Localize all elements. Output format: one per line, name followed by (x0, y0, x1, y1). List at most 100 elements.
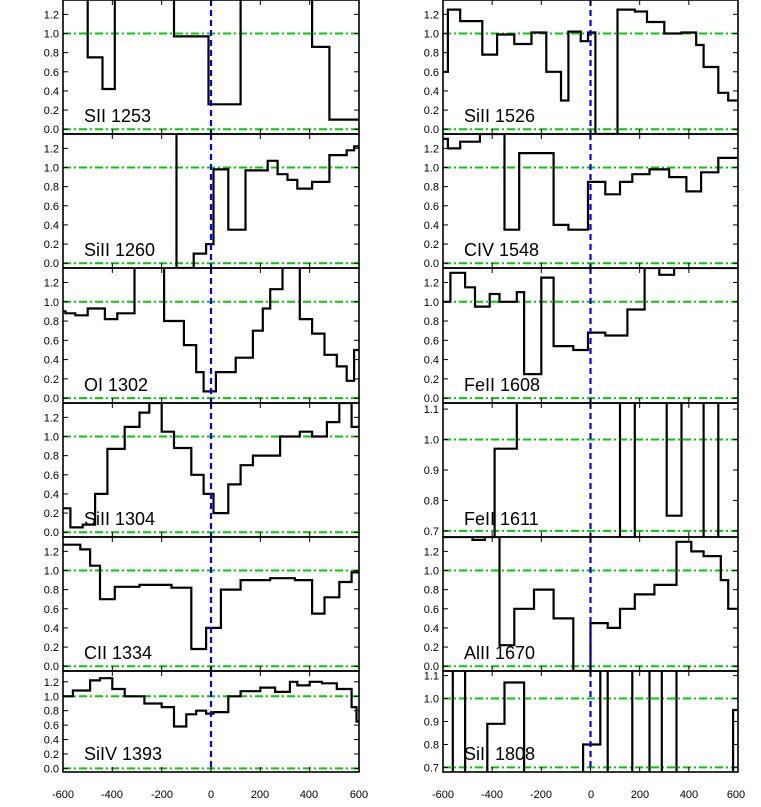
y-tick-label: 0.9 (424, 465, 439, 477)
panel-label: SiII 1526 (464, 106, 535, 126)
y-tick-label: 0.6 (424, 604, 439, 616)
x-tick-label: -400 (481, 789, 503, 801)
y-tick-label: 0.7 (424, 762, 439, 774)
spectrum-panel: 0.0 0.2 0.4 0.6 0.8 1.0 1.2 SII 1253 (44, 0, 360, 136)
x-tick-label: 600 (350, 789, 368, 801)
y-tick-label: 0.8 (424, 739, 439, 751)
spectrum-line (63, 403, 359, 529)
spectrum-panel: 0.0 0.2 0.4 0.6 0.8 1.0 1.2 SiII 1526 (424, 0, 739, 136)
y-tick-label: 0.8 (44, 706, 59, 718)
y-tick-label: 1.2 (44, 9, 59, 21)
spectrum-panel: 0.0 0.2 0.4 0.6 0.8 1.0 1.2 SiII 1304 (44, 402, 360, 539)
y-tick-label: 0.4 (44, 355, 59, 367)
x-tick-label: -600 (432, 789, 454, 801)
y-tick-label: 1.0 (424, 297, 439, 309)
y-tick-label: 0.8 (424, 182, 439, 194)
y-tick-label: 1.2 (44, 143, 59, 155)
y-tick-label: 1.2 (424, 143, 439, 155)
panel-label: CIV 1548 (464, 240, 539, 260)
y-tick-label: 0.0 (424, 393, 439, 405)
y-tick-label: 1.0 (424, 435, 439, 447)
y-tick-label: 0.6 (424, 335, 439, 347)
y-tick-label: 0.6 (44, 201, 59, 213)
y-tick-label: 0.6 (44, 720, 59, 732)
y-tick-label: 1.0 (44, 432, 59, 444)
y-tick-label: 0.4 (424, 623, 439, 635)
y-tick-label: 1.0 (44, 566, 59, 578)
y-tick-label: 1.1 (424, 671, 439, 683)
y-tick-label: 1.0 (44, 691, 59, 703)
panel-label: CII 1334 (84, 643, 152, 663)
y-tick-label: 0.2 (424, 374, 439, 386)
y-tick-label: 1.0 (424, 694, 439, 706)
spectrum-line (86, 0, 359, 121)
x-tick-label: -600 (52, 789, 74, 801)
y-tick-label: 0.8 (44, 182, 59, 194)
panel-label: AlII 1670 (464, 643, 535, 663)
y-tick-label: 1.0 (424, 566, 439, 578)
panel-label: SII 1253 (84, 106, 151, 126)
y-tick-label: 1.2 (424, 546, 439, 558)
spectrum-line (443, 537, 738, 671)
x-tick-label: 400 (680, 789, 698, 801)
y-tick-label: 0.0 (44, 527, 59, 539)
y-tick-label: 1.1 (424, 404, 439, 416)
panel-label: SiII 1260 (84, 240, 155, 260)
y-tick-label: 0.2 (44, 508, 59, 520)
y-tick-label: 0.2 (44, 642, 59, 654)
y-tick-label: 1.0 (44, 163, 59, 175)
x-axis-left: -600 -400 -200 0 200 400 600 (52, 789, 368, 801)
panel-label: OI 1302 (84, 375, 148, 395)
panel-label: SiIV 1393 (84, 744, 162, 764)
y-tick-label: 0.6 (44, 67, 59, 79)
y-tick-label: 0.8 (424, 585, 439, 597)
y-tick-label: 0.6 (424, 201, 439, 213)
y-tick-label: 0.4 (44, 623, 59, 635)
y-tick-label: 0.8 (44, 316, 59, 328)
y-tick-label: 0.6 (44, 470, 59, 482)
panel-label: FeII 1611 (464, 509, 539, 529)
y-tick-label: 0.2 (44, 239, 59, 251)
y-tick-label: 0.4 (44, 220, 59, 232)
y-tick-label: 1.2 (44, 412, 59, 424)
y-tick-label: 0.2 (44, 749, 59, 761)
y-tick-label: 1.0 (44, 297, 59, 309)
y-tick-label: 1.2 (44, 277, 59, 289)
spectrum-line (443, 134, 738, 231)
spectrum-panel: 0.7 0.8 0.9 1.0 1.1 FeII 1611 (424, 402, 739, 538)
y-tick-label: 0.8 (44, 585, 59, 597)
spectrum-line (175, 134, 359, 268)
x-tick-label: 0 (208, 789, 214, 801)
y-tick-label: 1.0 (424, 29, 439, 41)
y-tick-label: 0.2 (44, 105, 59, 117)
spectrum-line (63, 268, 359, 393)
y-tick-label: 0.0 (44, 258, 59, 270)
y-tick-label: 0.6 (44, 604, 59, 616)
y-tick-label: 1.2 (44, 546, 59, 558)
y-tick-label: 0.8 (424, 48, 439, 60)
y-tick-label: 0.0 (424, 124, 439, 136)
y-tick-label: 1.2 (44, 677, 59, 689)
y-tick-label: 0.2 (44, 374, 59, 386)
x-tick-label: 0 (588, 789, 594, 801)
y-tick-label: 0.0 (44, 393, 59, 405)
x-tick-label: 200 (251, 789, 269, 801)
spectrum-panel: 0.0 0.2 0.4 0.6 0.8 1.0 1.2 CII 1334 (44, 536, 360, 673)
y-tick-label: 0.0 (424, 258, 439, 270)
y-tick-label: 0.4 (44, 86, 59, 98)
y-tick-label: 0.0 (44, 661, 59, 673)
y-tick-label: 0.2 (424, 642, 439, 654)
spectrum-panel: 0.0 0.2 0.4 0.6 0.8 1.0 1.2 SiII 1260 (44, 133, 360, 270)
spectrum-line (443, 268, 738, 376)
y-tick-label: 0.2 (424, 239, 439, 251)
spectrum-panel: 0.7 0.8 0.9 1.0 1.1 SiII 1808 (424, 670, 739, 774)
spectrum-panel: 0.0 0.2 0.4 0.6 0.8 1.0 1.2 FeII 1608 (424, 267, 739, 405)
spectrum-line (443, 8, 738, 134)
y-tick-label: 1.0 (44, 29, 59, 41)
panel-label: SiII 1808 (464, 744, 535, 764)
x-axis-right: -600 -400 -200 0 200 400 600 (432, 789, 745, 801)
spectrum-line (63, 677, 359, 728)
y-tick-label: 1.2 (424, 277, 439, 289)
y-tick-label: 0.9 (424, 717, 439, 729)
